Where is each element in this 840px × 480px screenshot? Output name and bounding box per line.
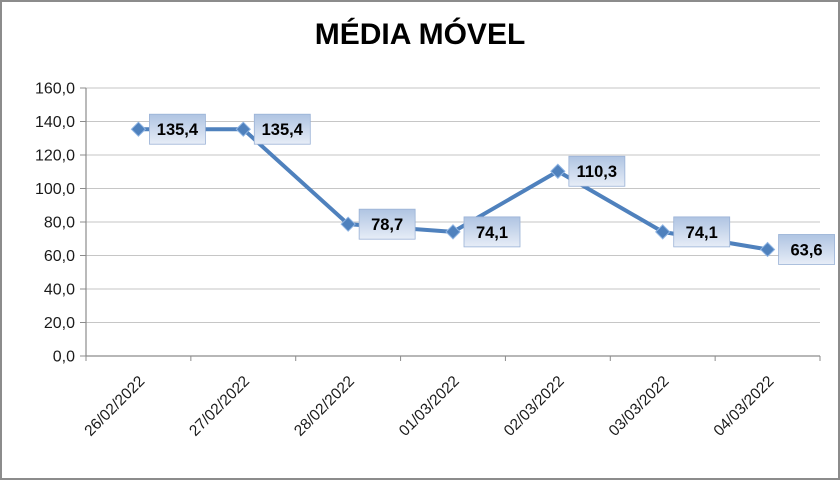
data-label-box — [778, 234, 835, 265]
x-axis-tick-label: 04/03/2022 — [711, 373, 778, 440]
data-label-box — [463, 216, 521, 248]
data-point-marker — [235, 121, 251, 137]
data-label: 135,4 — [157, 121, 199, 139]
data-label: 74,1 — [476, 224, 508, 242]
data-label-box — [149, 113, 206, 145]
data-point-marker — [759, 241, 776, 258]
data-label-box — [253, 113, 311, 145]
y-axis-tick-label: 60,0 — [44, 248, 75, 265]
y-axis-tick-label: 20,0 — [44, 315, 75, 332]
y-axis-tick-label: 80,0 — [44, 215, 75, 232]
y-axis-tick-label: 40,0 — [44, 282, 75, 299]
data-point-marker — [445, 224, 461, 240]
x-axis-tick-label: 26/02/2022 — [81, 373, 148, 440]
y-axis-tick-label: 0,0 — [53, 349, 75, 366]
data-label: 63,6 — [791, 241, 823, 259]
chart-title: MÉDIA MÓVEL — [314, 18, 526, 51]
data-point-marker — [340, 216, 356, 232]
x-axis-tick-label: 27/02/2022 — [186, 373, 253, 440]
y-axis-tick-label: 160,0 — [35, 81, 75, 98]
data-point-marker — [550, 163, 566, 179]
x-axis-tick-label: 02/03/2022 — [501, 373, 568, 440]
data-label: 74,1 — [686, 224, 718, 242]
data-label: 110,3 — [577, 163, 617, 181]
data-label: 135,4 — [262, 121, 304, 139]
x-axis-tick-label: 28/02/2022 — [291, 373, 358, 440]
y-axis-tick-label: 100,0 — [35, 181, 75, 198]
x-axis-tick-label: 01/03/2022 — [396, 373, 463, 440]
data-label-box — [568, 155, 626, 187]
data-label: 78,7 — [371, 216, 403, 234]
data-point-marker — [130, 121, 147, 137]
x-axis-tick-label: 03/03/2022 — [606, 373, 673, 440]
data-point-marker — [655, 224, 671, 240]
y-axis-tick-label: 120,0 — [35, 148, 75, 165]
data-label-box — [358, 208, 416, 240]
y-axis-tick-label: 140,0 — [35, 114, 75, 131]
data-label-box — [673, 216, 731, 248]
